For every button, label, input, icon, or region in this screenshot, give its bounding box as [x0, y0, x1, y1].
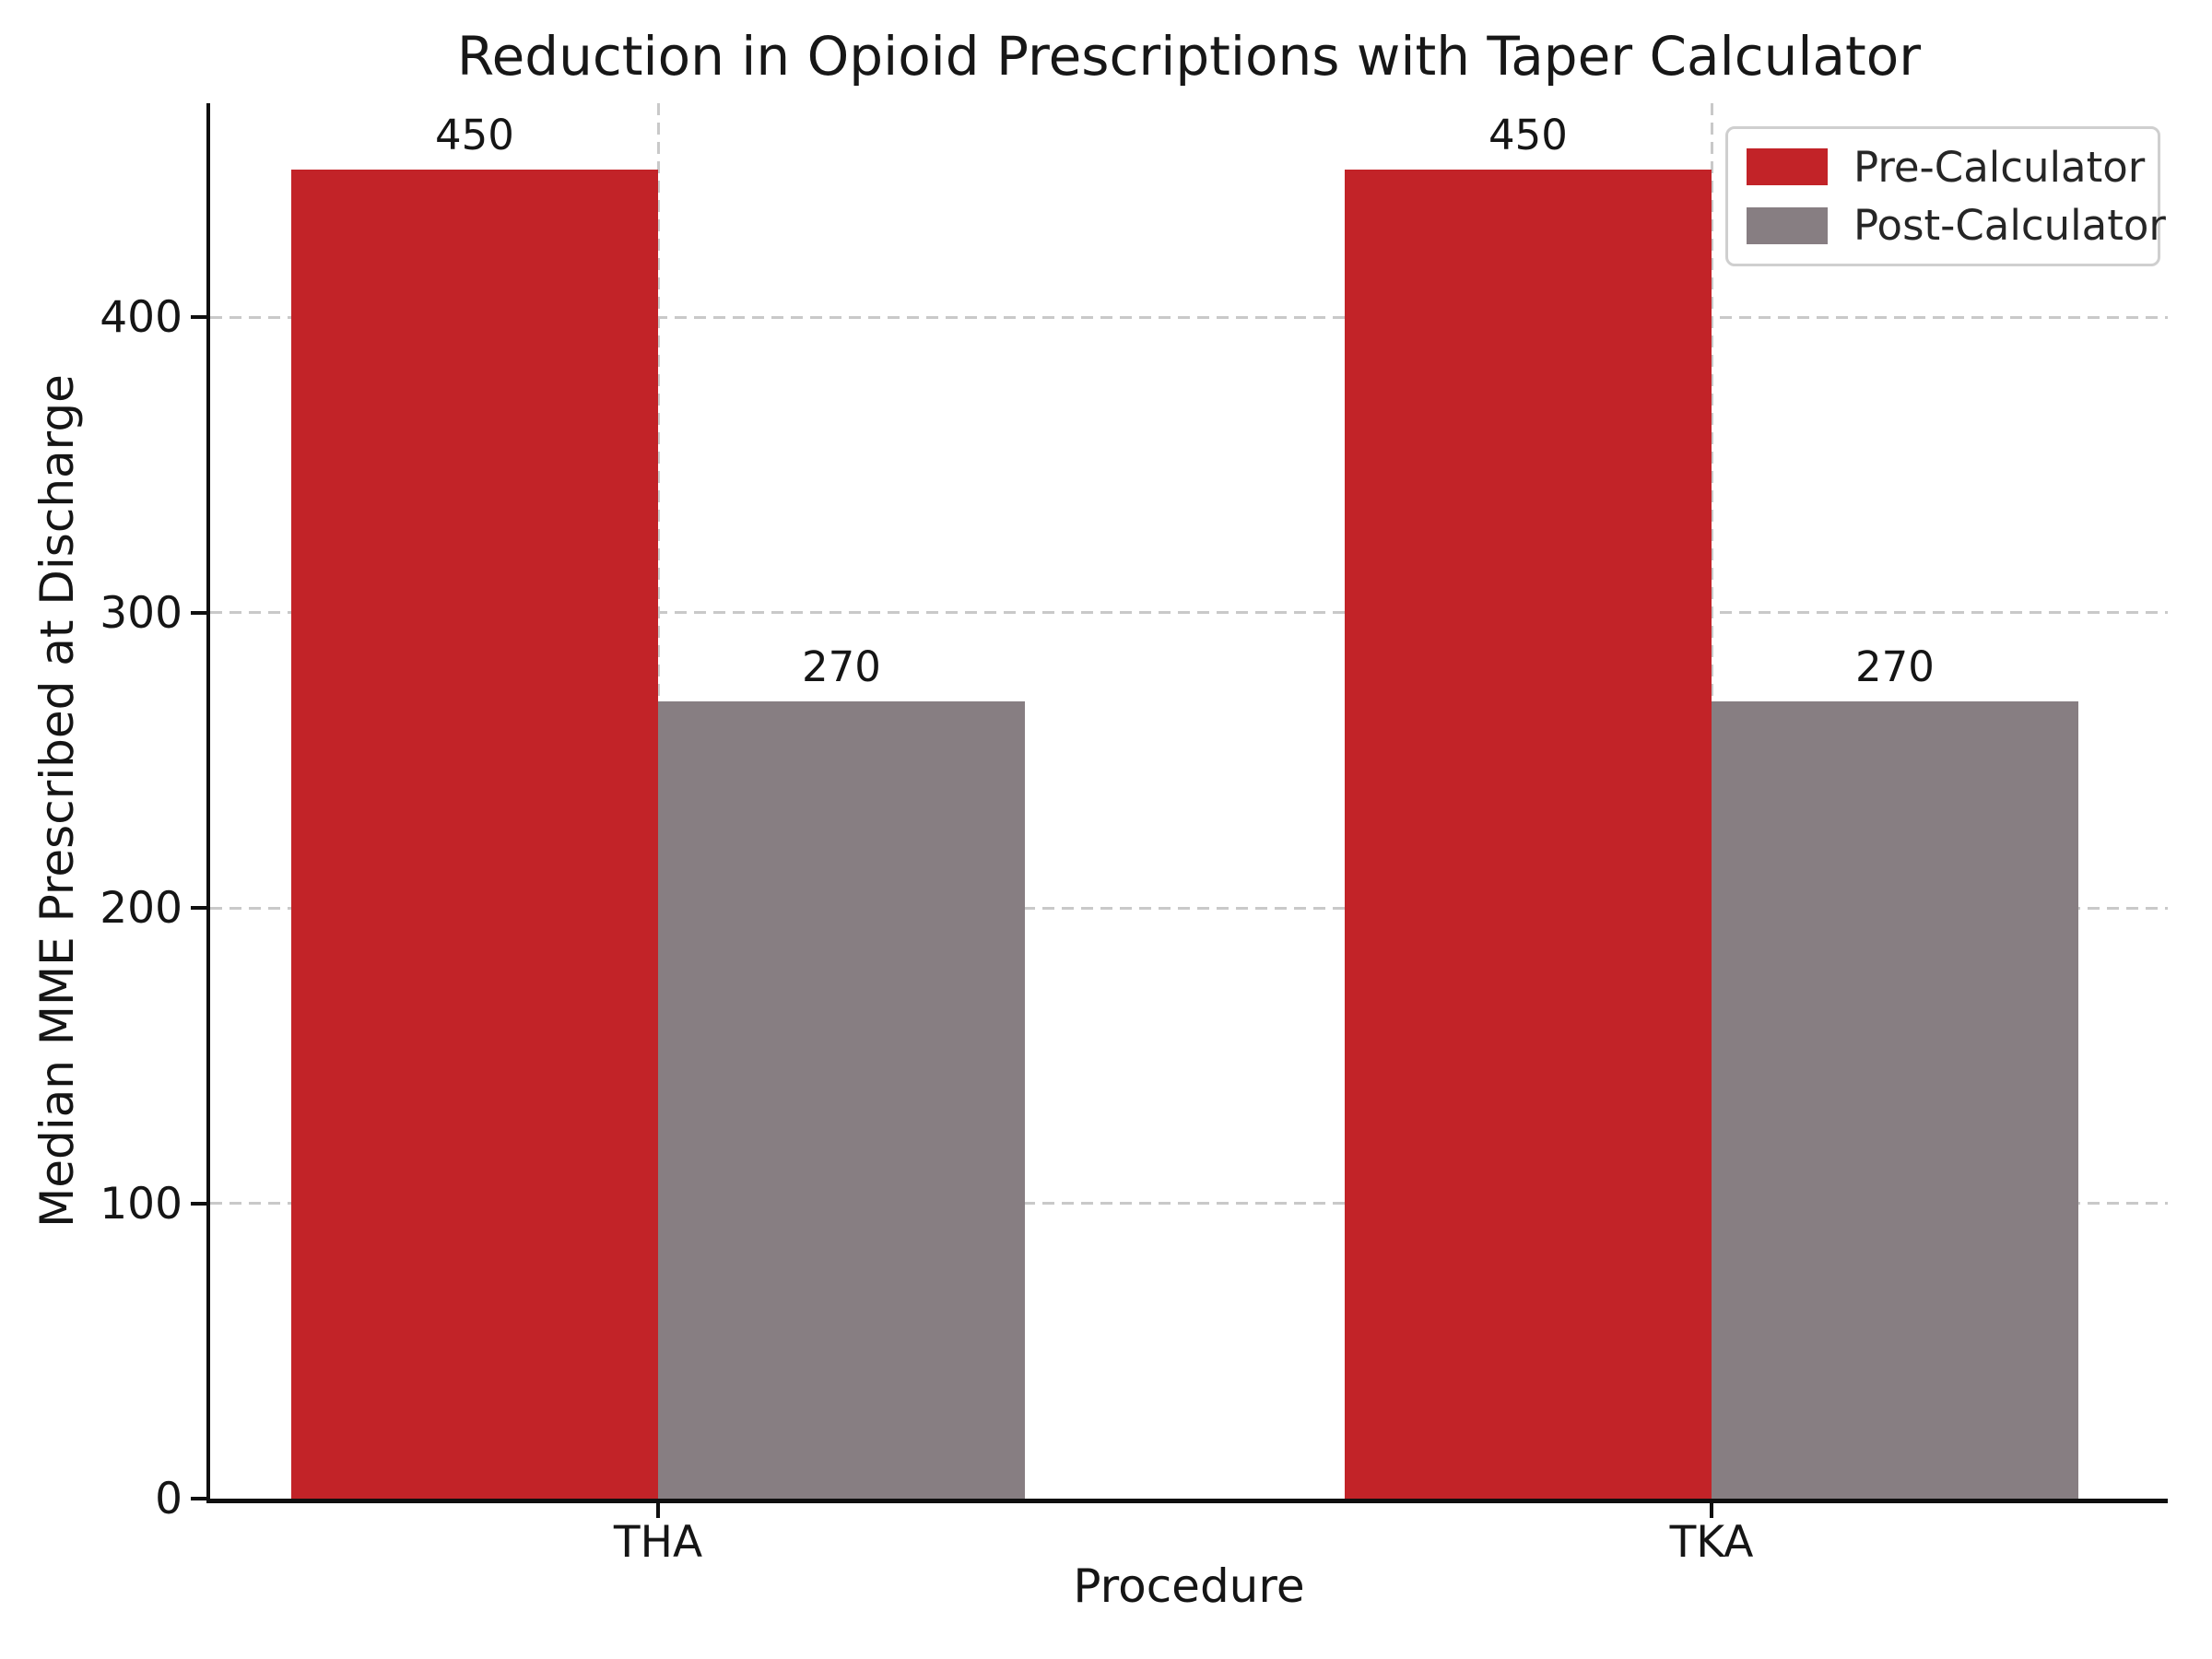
y-tick-label-0: 0	[155, 1474, 182, 1524]
bar-value-label-TKA-pre-calculator: 450	[1488, 111, 1568, 159]
chart-title: Reduction in Opioid Prescriptions with T…	[456, 25, 1922, 88]
y-tick-mark-100	[191, 1202, 206, 1206]
legend-swatch-post-calculator	[1747, 206, 1828, 244]
bar-THA-post-calculator	[658, 701, 1025, 1499]
y-tick-label-100: 100	[100, 1179, 182, 1230]
gridline-y-200	[210, 907, 2168, 910]
x-tick-label-TKA: TKA	[1669, 1517, 1754, 1568]
gridline-y-400	[210, 316, 2168, 319]
plot-area: 450 270 450 270	[210, 103, 2168, 1499]
legend: Pre-Calculator Post-Calculator	[1725, 126, 2166, 266]
legend-label-pre-calculator: Pre-Calculator	[1853, 142, 2146, 192]
bar-value-label-TKA-post-calculator: 270	[1855, 642, 1935, 691]
legend-entry-pre-calculator: Pre-Calculator	[1747, 144, 2145, 191]
y-tick-label-200: 200	[100, 883, 182, 934]
x-axis-spine	[206, 1499, 2168, 1503]
bar-TKA-pre-calculator	[1345, 170, 1712, 1499]
y-tick-label-400: 400	[100, 292, 182, 343]
y-tick-mark-400	[191, 315, 206, 319]
y-tick-mark-200	[191, 906, 206, 910]
legend-label-post-calculator: Post-Calculator	[1853, 201, 2166, 250]
gridline-y-300	[210, 611, 2168, 614]
y-tick-mark-0	[191, 1497, 206, 1500]
x-tick-mark-THA	[656, 1503, 660, 1518]
y-axis-label: Median MME Prescribed at Discharge	[30, 374, 84, 1228]
legend-entry-post-calculator: Post-Calculator	[1747, 203, 2166, 249]
bar-THA-pre-calculator	[291, 170, 658, 1499]
gridline-y-100	[210, 1202, 2168, 1205]
y-tick-mark-300	[191, 611, 206, 615]
x-tick-mark-TKA	[1710, 1503, 1713, 1518]
y-tick-label-300: 300	[100, 588, 182, 639]
x-tick-label-THA: THA	[613, 1517, 703, 1568]
bar-value-label-THA-post-calculator: 270	[802, 642, 881, 691]
bar-value-label-THA-pre-calculator: 450	[435, 111, 514, 159]
x-axis-label: Procedure	[1073, 1559, 1305, 1613]
legend-swatch-pre-calculator	[1747, 148, 1828, 186]
y-axis-spine	[206, 103, 210, 1503]
bar-TKA-post-calculator	[1712, 701, 2078, 1499]
